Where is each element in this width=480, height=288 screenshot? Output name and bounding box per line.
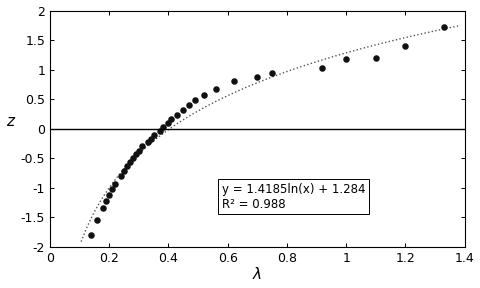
Point bbox=[120, 169, 128, 173]
Point bbox=[165, 120, 172, 125]
Point bbox=[268, 70, 276, 75]
Point bbox=[132, 152, 140, 156]
Point bbox=[123, 164, 131, 169]
Point bbox=[94, 218, 101, 223]
Y-axis label: z: z bbox=[6, 114, 13, 129]
Point bbox=[401, 44, 409, 48]
Point bbox=[108, 187, 116, 191]
Point bbox=[150, 132, 157, 137]
Point bbox=[180, 107, 187, 112]
Point bbox=[144, 140, 152, 145]
Point bbox=[126, 160, 134, 165]
Point bbox=[99, 206, 107, 211]
Point bbox=[129, 156, 137, 160]
Point bbox=[159, 125, 167, 129]
Point bbox=[156, 129, 163, 133]
Point bbox=[138, 144, 145, 149]
Point bbox=[319, 66, 326, 70]
Point bbox=[88, 233, 96, 237]
Point bbox=[147, 137, 155, 141]
Point bbox=[200, 93, 208, 97]
Point bbox=[440, 25, 448, 29]
Point bbox=[102, 198, 110, 203]
Point bbox=[342, 57, 350, 61]
X-axis label: λ: λ bbox=[253, 268, 262, 283]
Point bbox=[117, 174, 125, 178]
Point bbox=[106, 192, 113, 197]
Point bbox=[253, 75, 261, 79]
Point bbox=[111, 181, 119, 186]
Point bbox=[212, 87, 220, 91]
Point bbox=[168, 117, 175, 122]
Point bbox=[230, 79, 238, 84]
Point bbox=[135, 148, 143, 153]
Text: y = 1.4185ln(x) + 1.284
R² = 0.988: y = 1.4185ln(x) + 1.284 R² = 0.988 bbox=[222, 183, 365, 211]
Point bbox=[372, 56, 380, 60]
Point bbox=[191, 98, 199, 103]
Point bbox=[185, 103, 193, 107]
Point bbox=[173, 112, 181, 117]
